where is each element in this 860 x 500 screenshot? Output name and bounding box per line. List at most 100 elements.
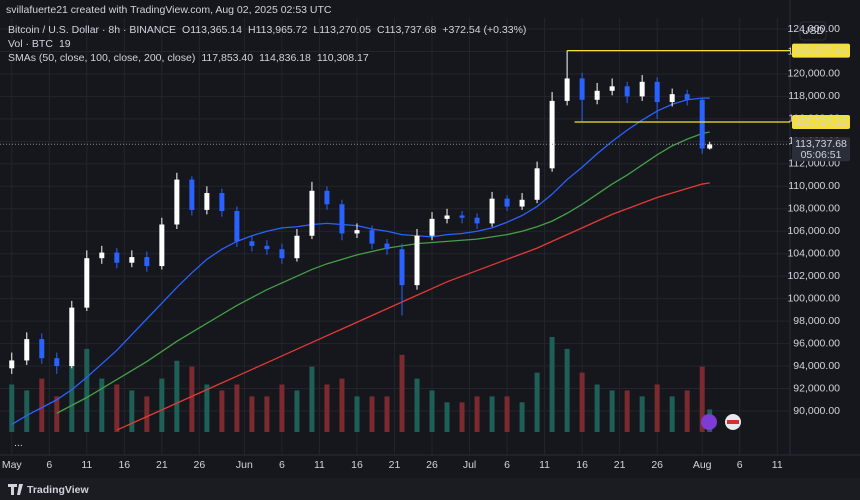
x-tick-label: 16 [351,459,363,471]
volume-bar [114,384,120,432]
level-label-box [792,43,850,58]
candle-body [534,168,540,200]
candle-body [159,224,165,267]
x-tick-label: 6 [46,459,52,471]
candle-body [234,211,240,242]
y-tick-label: 106,000.00 [787,225,840,237]
volume-bar [279,384,285,432]
y-tick-label: 124,000.00 [787,23,840,35]
y-tick-label: 92,000.00 [793,382,840,394]
candle-body [99,252,105,259]
low-value: L113,270.05 [313,24,371,36]
volume-bar [474,396,480,432]
candle-body [129,257,135,263]
volume-bar [534,372,540,432]
candle-body [219,193,225,212]
x-tick-label: May [2,459,23,471]
sma-value: 110,308.17 [317,52,369,64]
candle-body [654,81,660,103]
x-tick-label: 6 [737,459,743,471]
level-label-box [792,114,850,129]
y-tick-label: 90,000.00 [793,405,840,417]
volume-bar [249,396,255,432]
candle-body [564,78,570,101]
sma-value: 117,853.40 [201,52,253,64]
x-tick-label: 6 [504,459,510,471]
volume-bar [624,390,630,432]
x-tick-label: Jun [236,459,253,471]
candle-body [624,86,630,97]
volume-bar [459,402,465,432]
candle-body [24,339,30,361]
x-tick-label: 26 [194,459,206,471]
candle-body [474,217,480,224]
x-tick-label: Aug [693,459,712,471]
volume-bar [39,378,45,432]
more-button[interactable]: ... [14,437,23,449]
footer [0,478,860,500]
x-tick-label: 16 [118,459,130,471]
sma-label: SMAs (50, close, 100, close, 200, close) [8,52,195,64]
volume-bar [189,366,195,432]
volume-bar [324,384,330,432]
volume-bar [399,354,405,432]
volume-bar [609,390,615,432]
volume-bar [639,396,645,432]
candle-body [144,257,150,267]
candle-body [519,199,525,207]
volume-bar [69,360,75,432]
candle-body [699,99,705,149]
volume-bar [414,378,420,432]
volume-bar [144,396,150,432]
candle-body [309,190,315,236]
y-tick-label: 118,000.00 [788,90,840,102]
close-value: C113,737.68 [377,24,437,36]
candle-body [639,81,645,97]
current-price-label: 113,737.68 [795,138,847,150]
volume-bar [564,348,570,432]
candle-body [444,215,450,219]
candle-body [459,215,465,218]
current-price-box [792,137,850,162]
y-tick-label: 102,000.00 [787,270,840,282]
volume-bar [204,384,210,432]
candle-body [324,190,330,205]
candle-body [39,339,45,359]
change: +372.54 (+0.33%) [442,24,526,36]
volume-bar [504,396,510,432]
volume-bar [669,396,675,432]
y-tick-label: 110,000.00 [788,180,840,192]
candle-body [707,144,713,149]
y-tick-label: 96,000.00 [793,337,840,349]
candle-body [84,258,90,308]
volume-bar [129,390,135,432]
y-tick-label: 104,000.00 [787,247,840,259]
event-icon[interactable] [701,414,717,430]
volume-bar [264,396,270,432]
brand: TradingView [27,484,89,496]
candle-body [279,249,285,259]
volume-bar [9,384,15,432]
level-label: 122,077.61 [795,44,848,56]
x-tick-label: 11 [539,459,550,471]
candle-body [339,204,345,234]
volume-bar [219,390,225,432]
volume-bar [84,348,90,432]
candle-body [429,218,435,236]
volume-bar [429,390,435,432]
volume-bar [234,384,240,432]
volume-bar [159,378,165,432]
y-tick-label: 98,000.00 [793,315,840,327]
candle-body [294,235,300,259]
open-value: O113,365.14 [182,24,242,36]
volume-bar [369,396,375,432]
y-tick-label: 108,000.00 [787,203,840,215]
x-tick-label: 26 [651,459,663,471]
candle-body [399,249,405,286]
grid [0,18,790,455]
volume-bar [549,337,555,432]
attribution: svillafuerte21 created with TradingView.… [6,4,332,16]
candle-body [609,86,615,91]
